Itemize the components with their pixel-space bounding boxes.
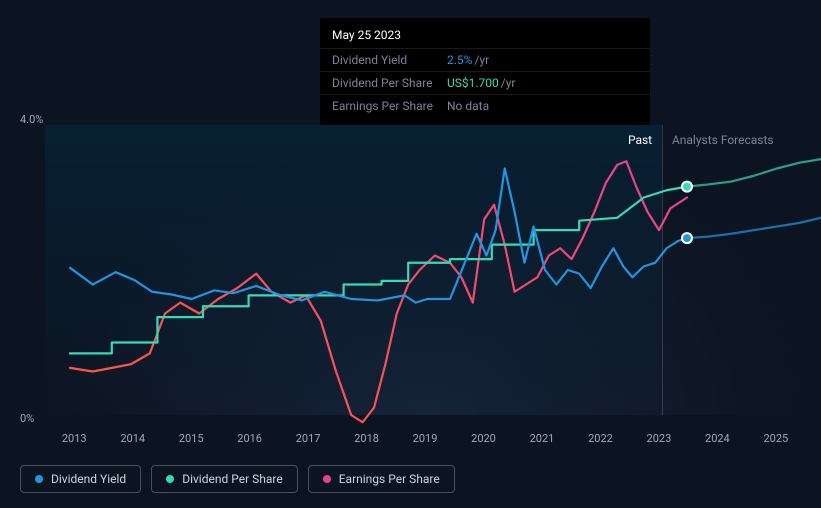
x-axis-tick: 2013	[45, 432, 103, 445]
dividend-chart: 4.0% 0% Past Analysts Forecasts 20132014…	[20, 125, 805, 445]
x-axis-tick: 2016	[220, 432, 278, 445]
x-axis-tick: 2021	[513, 432, 571, 445]
tooltip-row: Dividend Yield2.5% /yr	[320, 48, 650, 71]
x-axis-tick: 2015	[162, 432, 220, 445]
legend-item[interactable]: Earnings Per Share	[308, 465, 455, 493]
y-axis-max-label: 4.0%	[20, 113, 43, 126]
x-axis-tick: 2020	[454, 432, 512, 445]
chart-tooltip: May 25 2023 Dividend Yield2.5% /yrDivide…	[320, 18, 650, 125]
tooltip-row-label: Dividend Per Share	[332, 76, 447, 90]
x-axis-tick: 2014	[103, 432, 161, 445]
tooltip-row-value: 2.5%	[447, 53, 472, 67]
x-axis-tick: 2023	[630, 432, 688, 445]
x-axis-tick: 2022	[571, 432, 629, 445]
x-axis-tick: 2024	[688, 432, 746, 445]
x-axis: 2013201420152016201720182019202020212022…	[45, 432, 805, 445]
tooltip-row-unit: /yr	[501, 76, 516, 90]
legend-item[interactable]: Dividend Yield	[20, 465, 141, 493]
tooltip-date: May 25 2023	[320, 26, 650, 48]
y-axis-min-label: 0%	[20, 412, 34, 425]
legend-label: Dividend Per Share	[182, 472, 283, 486]
tooltip-row: Earnings Per ShareNo data	[320, 94, 650, 117]
tooltip-row-unit: /yr	[474, 53, 489, 67]
legend-dot-icon	[166, 475, 174, 483]
x-axis-tick: 2019	[396, 432, 454, 445]
chart-svg	[70, 125, 821, 415]
tooltip-row-label: Dividend Yield	[332, 53, 447, 67]
x-axis-tick: 2017	[279, 432, 337, 445]
legend-dot-icon	[323, 475, 331, 483]
chart-legend: Dividend Yield Dividend Per Share Earnings…	[20, 465, 455, 493]
legend-label: Dividend Yield	[51, 472, 126, 486]
tooltip-row-label: Earnings Per Share	[332, 99, 447, 113]
legend-item[interactable]: Dividend Per Share	[151, 465, 298, 493]
chart-plot-area[interactable]: Past Analysts Forecasts	[45, 125, 805, 415]
x-axis-tick: 2018	[337, 432, 395, 445]
legend-label: Earnings Per Share	[339, 472, 440, 486]
tooltip-row-value: US$1.700	[447, 76, 499, 90]
tooltip-row: Dividend Per ShareUS$1.700 /yr	[320, 71, 650, 94]
legend-dot-icon	[35, 475, 43, 483]
tooltip-row-nodata: No data	[447, 99, 489, 113]
x-axis-tick: 2025	[747, 432, 805, 445]
